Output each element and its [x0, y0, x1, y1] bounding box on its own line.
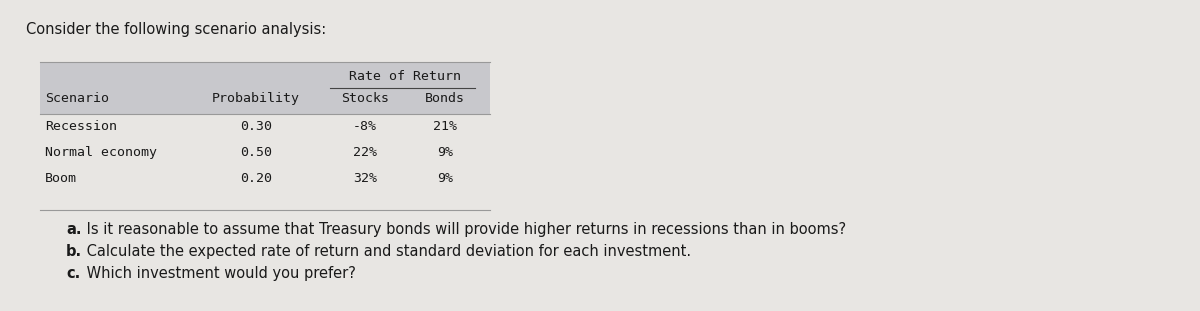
FancyBboxPatch shape — [40, 62, 490, 114]
Text: c.: c. — [66, 266, 80, 281]
Text: Consider the following scenario analysis:: Consider the following scenario analysis… — [26, 22, 326, 37]
Text: 9%: 9% — [437, 172, 454, 185]
Text: Bonds: Bonds — [425, 92, 466, 105]
Text: 0.30: 0.30 — [240, 120, 272, 133]
Text: 0.50: 0.50 — [240, 146, 272, 159]
Text: 22%: 22% — [353, 146, 377, 159]
Text: Rate of Return: Rate of Return — [349, 70, 461, 83]
Text: Probability: Probability — [212, 92, 300, 105]
Text: 0.20: 0.20 — [240, 172, 272, 185]
Text: Normal economy: Normal economy — [46, 146, 157, 159]
Text: Recession: Recession — [46, 120, 118, 133]
Text: b.: b. — [66, 244, 82, 259]
Text: Is it reasonable to assume that Treasury bonds will provide higher returns in re: Is it reasonable to assume that Treasury… — [82, 222, 846, 237]
Text: 32%: 32% — [353, 172, 377, 185]
Text: a.: a. — [66, 222, 82, 237]
Text: Which investment would you prefer?: Which investment would you prefer? — [82, 266, 355, 281]
Text: Boom: Boom — [46, 172, 77, 185]
Text: 9%: 9% — [437, 146, 454, 159]
Text: Calculate the expected rate of return and standard deviation for each investment: Calculate the expected rate of return an… — [82, 244, 691, 259]
Text: 21%: 21% — [433, 120, 457, 133]
Text: Scenario: Scenario — [46, 92, 109, 105]
Text: -8%: -8% — [353, 120, 377, 133]
Text: Stocks: Stocks — [341, 92, 389, 105]
